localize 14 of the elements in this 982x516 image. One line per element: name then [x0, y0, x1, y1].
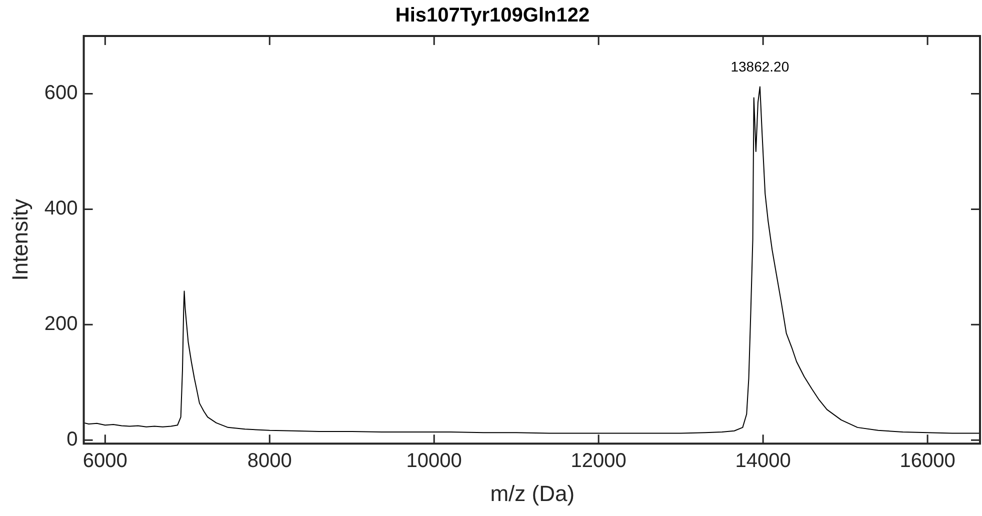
- y-axis-title: Intensity: [7, 198, 32, 281]
- x-axis-title: m/z (Da): [490, 480, 575, 506]
- x-tick-label: 16000: [900, 450, 956, 472]
- y-tick-label: 200: [44, 313, 78, 336]
- x-tick-label: 12000: [570, 450, 626, 472]
- x-tick-label: 6000: [82, 450, 128, 472]
- x-tick-label: 8000: [247, 450, 292, 472]
- y-tick-label: 600: [44, 82, 78, 104]
- x-tick-label: 14000: [735, 450, 791, 472]
- y-tick-label: 0: [66, 428, 78, 451]
- annotation: 13862.20: [730, 58, 790, 75]
- chart-title: His107Tyr109Gln122: [395, 4, 590, 27]
- x-tick-label: 10000: [406, 450, 462, 472]
- y-tick-label: 400: [44, 198, 78, 220]
